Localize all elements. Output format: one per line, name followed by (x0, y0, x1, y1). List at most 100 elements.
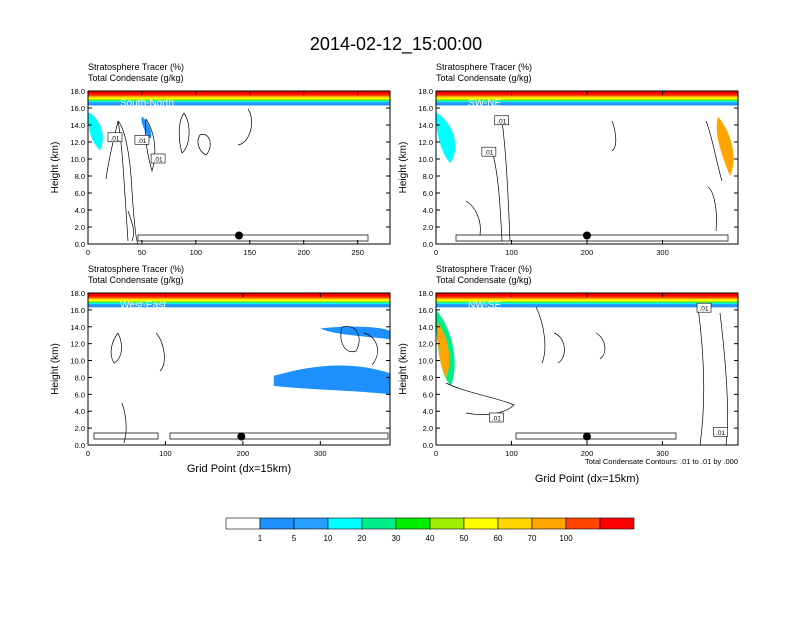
y-tick-label: 0.0 (75, 441, 85, 450)
y-tick-label: 10.0 (418, 155, 433, 164)
condensate-contour (465, 200, 481, 236)
y-axis-label: Height (km) (398, 142, 409, 194)
x-tick-label: 50 (138, 248, 146, 257)
y-tick-label: 4.0 (423, 407, 433, 416)
tracer-band (88, 293, 390, 297)
colorbar-swatch (565, 517, 601, 530)
y-axis-label: Height (km) (50, 343, 61, 395)
contour-label-box (134, 135, 150, 145)
plot-frame (87, 90, 391, 245)
plot-area (436, 293, 738, 445)
y-axis-label: Height (km) (50, 142, 61, 194)
contour-label: .01 (154, 157, 163, 164)
colorbar-swatch (327, 517, 363, 530)
y-tick-label: 18.0 (70, 289, 85, 298)
contour-label-box (713, 427, 728, 437)
tracer-lobe (88, 112, 103, 151)
condensate-contour (491, 150, 503, 242)
contour-label: .01 (716, 430, 725, 437)
contour-label-box (150, 153, 166, 164)
plot-frame (87, 292, 391, 446)
panel-3-title: Stratosphere Tracer (%) (88, 264, 184, 274)
panel-4-title: Stratosphere Tracer (%) (436, 264, 532, 274)
panel-label: SW-NE (468, 98, 501, 109)
y-tick-label: 0.0 (423, 240, 433, 249)
x-tick-label: 200 (581, 449, 594, 458)
condensate-contour (611, 120, 617, 152)
panel-west-east: Stratosphere Tracer (%) Total Condensate… (50, 264, 391, 475)
colorbar-swatch (361, 517, 397, 530)
panel-1-subtitle: Total Condensate (g/kg) (88, 73, 184, 83)
y-tick-label: 10.0 (70, 155, 85, 164)
condensate-contour (169, 432, 389, 440)
panel-1-plot: 0.0 2.0 4.0 6.0 8.0 10.0 12.0 14.0 16.0 18.0 0 50 10… (50, 87, 391, 257)
x-tick-label: 100 (190, 248, 203, 257)
tracer-band (88, 91, 390, 95)
y-tick-label: 0.0 (423, 441, 433, 450)
colorbar: 1 5 10 20 30 40 50 60 70 100 (225, 517, 635, 543)
colorbar-label: 100 (559, 534, 573, 543)
condensate-contour (93, 432, 159, 440)
condensate-contour (105, 120, 129, 242)
panel-2-subtitle: Total Condensate (g/kg) (436, 73, 532, 83)
contour-label: .01 (492, 415, 501, 422)
contour-label-box (489, 412, 504, 423)
y-tick-label: 4.0 (423, 206, 433, 215)
condensate-contour (121, 402, 127, 444)
condensate-contour (553, 332, 565, 364)
tracer-lobe (320, 326, 390, 340)
tracer-lobe (436, 112, 456, 164)
x-tick-label: 0 (86, 248, 90, 257)
y-tick-label: 14.0 (70, 121, 85, 130)
x-tick-label: 0 (434, 248, 438, 257)
condensate-contour (595, 332, 606, 360)
colorbar-label: 70 (528, 534, 537, 543)
condensate-contour (197, 134, 211, 156)
y-tick-label: 6.0 (75, 189, 85, 198)
y-tick-label: 14.0 (418, 121, 433, 130)
colorbar-swatch (531, 517, 567, 530)
location-marker (583, 231, 591, 240)
panel-1-title: Stratosphere Tracer (%) (88, 62, 184, 72)
condensate-contour (237, 108, 252, 146)
y-tick-label: 12.0 (418, 340, 433, 349)
colorbar-swatch (429, 517, 465, 530)
x-tick-label: 0 (86, 449, 90, 458)
y-tick-label: 6.0 (75, 390, 85, 399)
condensate-contour (501, 120, 511, 242)
y-tick-label: 8.0 (75, 172, 85, 181)
colorbar-label: 10 (324, 534, 333, 543)
y-axis-label: Height (km) (398, 343, 409, 395)
colorbar-label: 30 (392, 534, 401, 543)
y-tick-label: 4.0 (75, 206, 85, 215)
panel-label: NW-SE (468, 300, 501, 311)
condensate-contour (178, 112, 190, 154)
colorbar-swatch (259, 517, 295, 530)
colorbar-label: 1 (258, 534, 263, 543)
colorbar-label: 5 (292, 534, 297, 543)
condensate-contour (137, 234, 369, 242)
condensate-contour (110, 332, 122, 364)
colorbar-label: 60 (494, 534, 503, 543)
condensate-contour (515, 432, 677, 440)
condensate-contour (535, 306, 546, 364)
plot-area (436, 91, 738, 244)
panel-4-plot: 0.0 2.0 4.0 6.0 8.0 10.0 12.0 14.0 16.0 18.0 0 100 2… (398, 289, 739, 458)
contour-label: .01 (137, 138, 146, 145)
x-tick-label: 100 (505, 248, 518, 257)
panel-nw-se: Stratosphere Tracer (%) Total Condensate… (398, 264, 739, 485)
y-tick-label: 18.0 (418, 289, 433, 298)
panel-sw-ne: Stratosphere Tracer (%) Total Condensate… (398, 62, 739, 257)
y-tick-label: 10.0 (418, 357, 433, 366)
colorbar-label: 20 (358, 534, 367, 543)
y-tick-label: 16.0 (418, 306, 433, 315)
panel-3-plot: 0.0 2.0 4.0 6.0 8.0 10.0 12.0 14.0 16.0 18.0 0 100 2… (50, 289, 391, 458)
figure-title: 2014-02-12_15:00:00 (310, 34, 482, 55)
y-tick-label: 8.0 (423, 172, 433, 181)
panel-label: West-East (120, 300, 166, 311)
contour-label-box (696, 302, 712, 313)
x-tick-label: 150 (244, 248, 257, 257)
panel-label: South-North (120, 98, 174, 109)
condensate-contour (455, 234, 729, 242)
